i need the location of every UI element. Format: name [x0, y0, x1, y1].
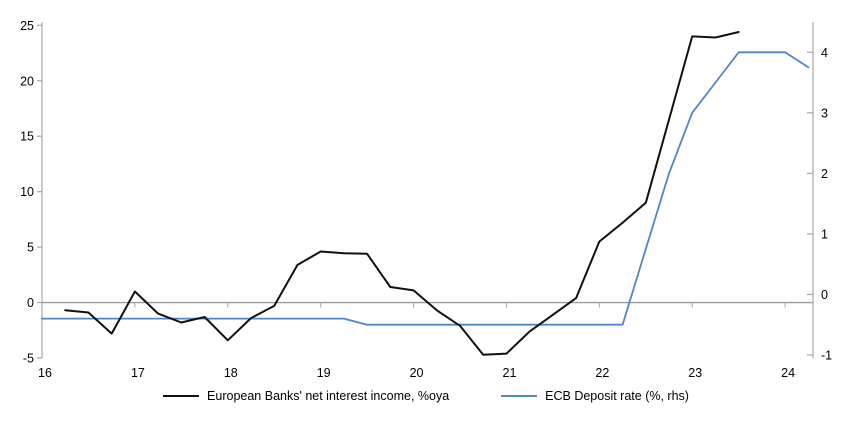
left-axis-tick-label: 15 — [20, 130, 34, 144]
x-axis-tick-label: 23 — [688, 366, 702, 380]
left-axis-tick-label: -5 — [23, 352, 34, 366]
legend-line-swatch-blue — [501, 395, 538, 397]
right-axis-tick-label: 2 — [821, 167, 828, 181]
left-axis-tick-label: 25 — [20, 19, 34, 33]
x-axis-tick-label: 17 — [131, 366, 145, 380]
x-axis-tick-label: 18 — [224, 366, 238, 380]
series-line-ecb-deposit-rate — [41, 51, 810, 326]
x-axis-tick-label: 20 — [410, 366, 424, 380]
legend-label-net-interest-income: European Banks' net interest income, %oy… — [207, 389, 450, 403]
left-axis-tick-label: 0 — [27, 296, 34, 310]
x-axis-tick-label: 24 — [781, 366, 795, 380]
chart-legend: European Banks' net interest income, %oy… — [0, 389, 852, 403]
right-axis-tick-label: 1 — [821, 227, 828, 241]
legend-item-net-interest-income: European Banks' net interest income, %oy… — [163, 389, 449, 403]
legend-line-swatch-black — [163, 395, 200, 397]
left-axis-tick-label: 10 — [20, 185, 34, 199]
x-axis-tick-label: 22 — [595, 366, 609, 380]
right-axis-tick-label: 3 — [821, 106, 828, 120]
series-line-net-interest-income — [64, 31, 740, 356]
left-axis-tick-label: 20 — [20, 74, 34, 88]
x-axis-tick-label: 16 — [38, 366, 52, 380]
right-axis-tick-label: 4 — [821, 46, 828, 60]
left-axis-tick-label: 5 — [27, 241, 34, 255]
legend-label-ecb-deposit-rate: ECB Deposit rate (%, rhs) — [545, 389, 689, 403]
right-axis-tick-label: 0 — [821, 288, 828, 302]
legend-item-ecb-deposit-rate: ECB Deposit rate (%, rhs) — [501, 389, 689, 403]
x-axis-tick-label: 21 — [503, 366, 517, 380]
x-axis-tick-label: 19 — [317, 366, 331, 380]
right-axis-tick-label: -1 — [821, 348, 832, 362]
